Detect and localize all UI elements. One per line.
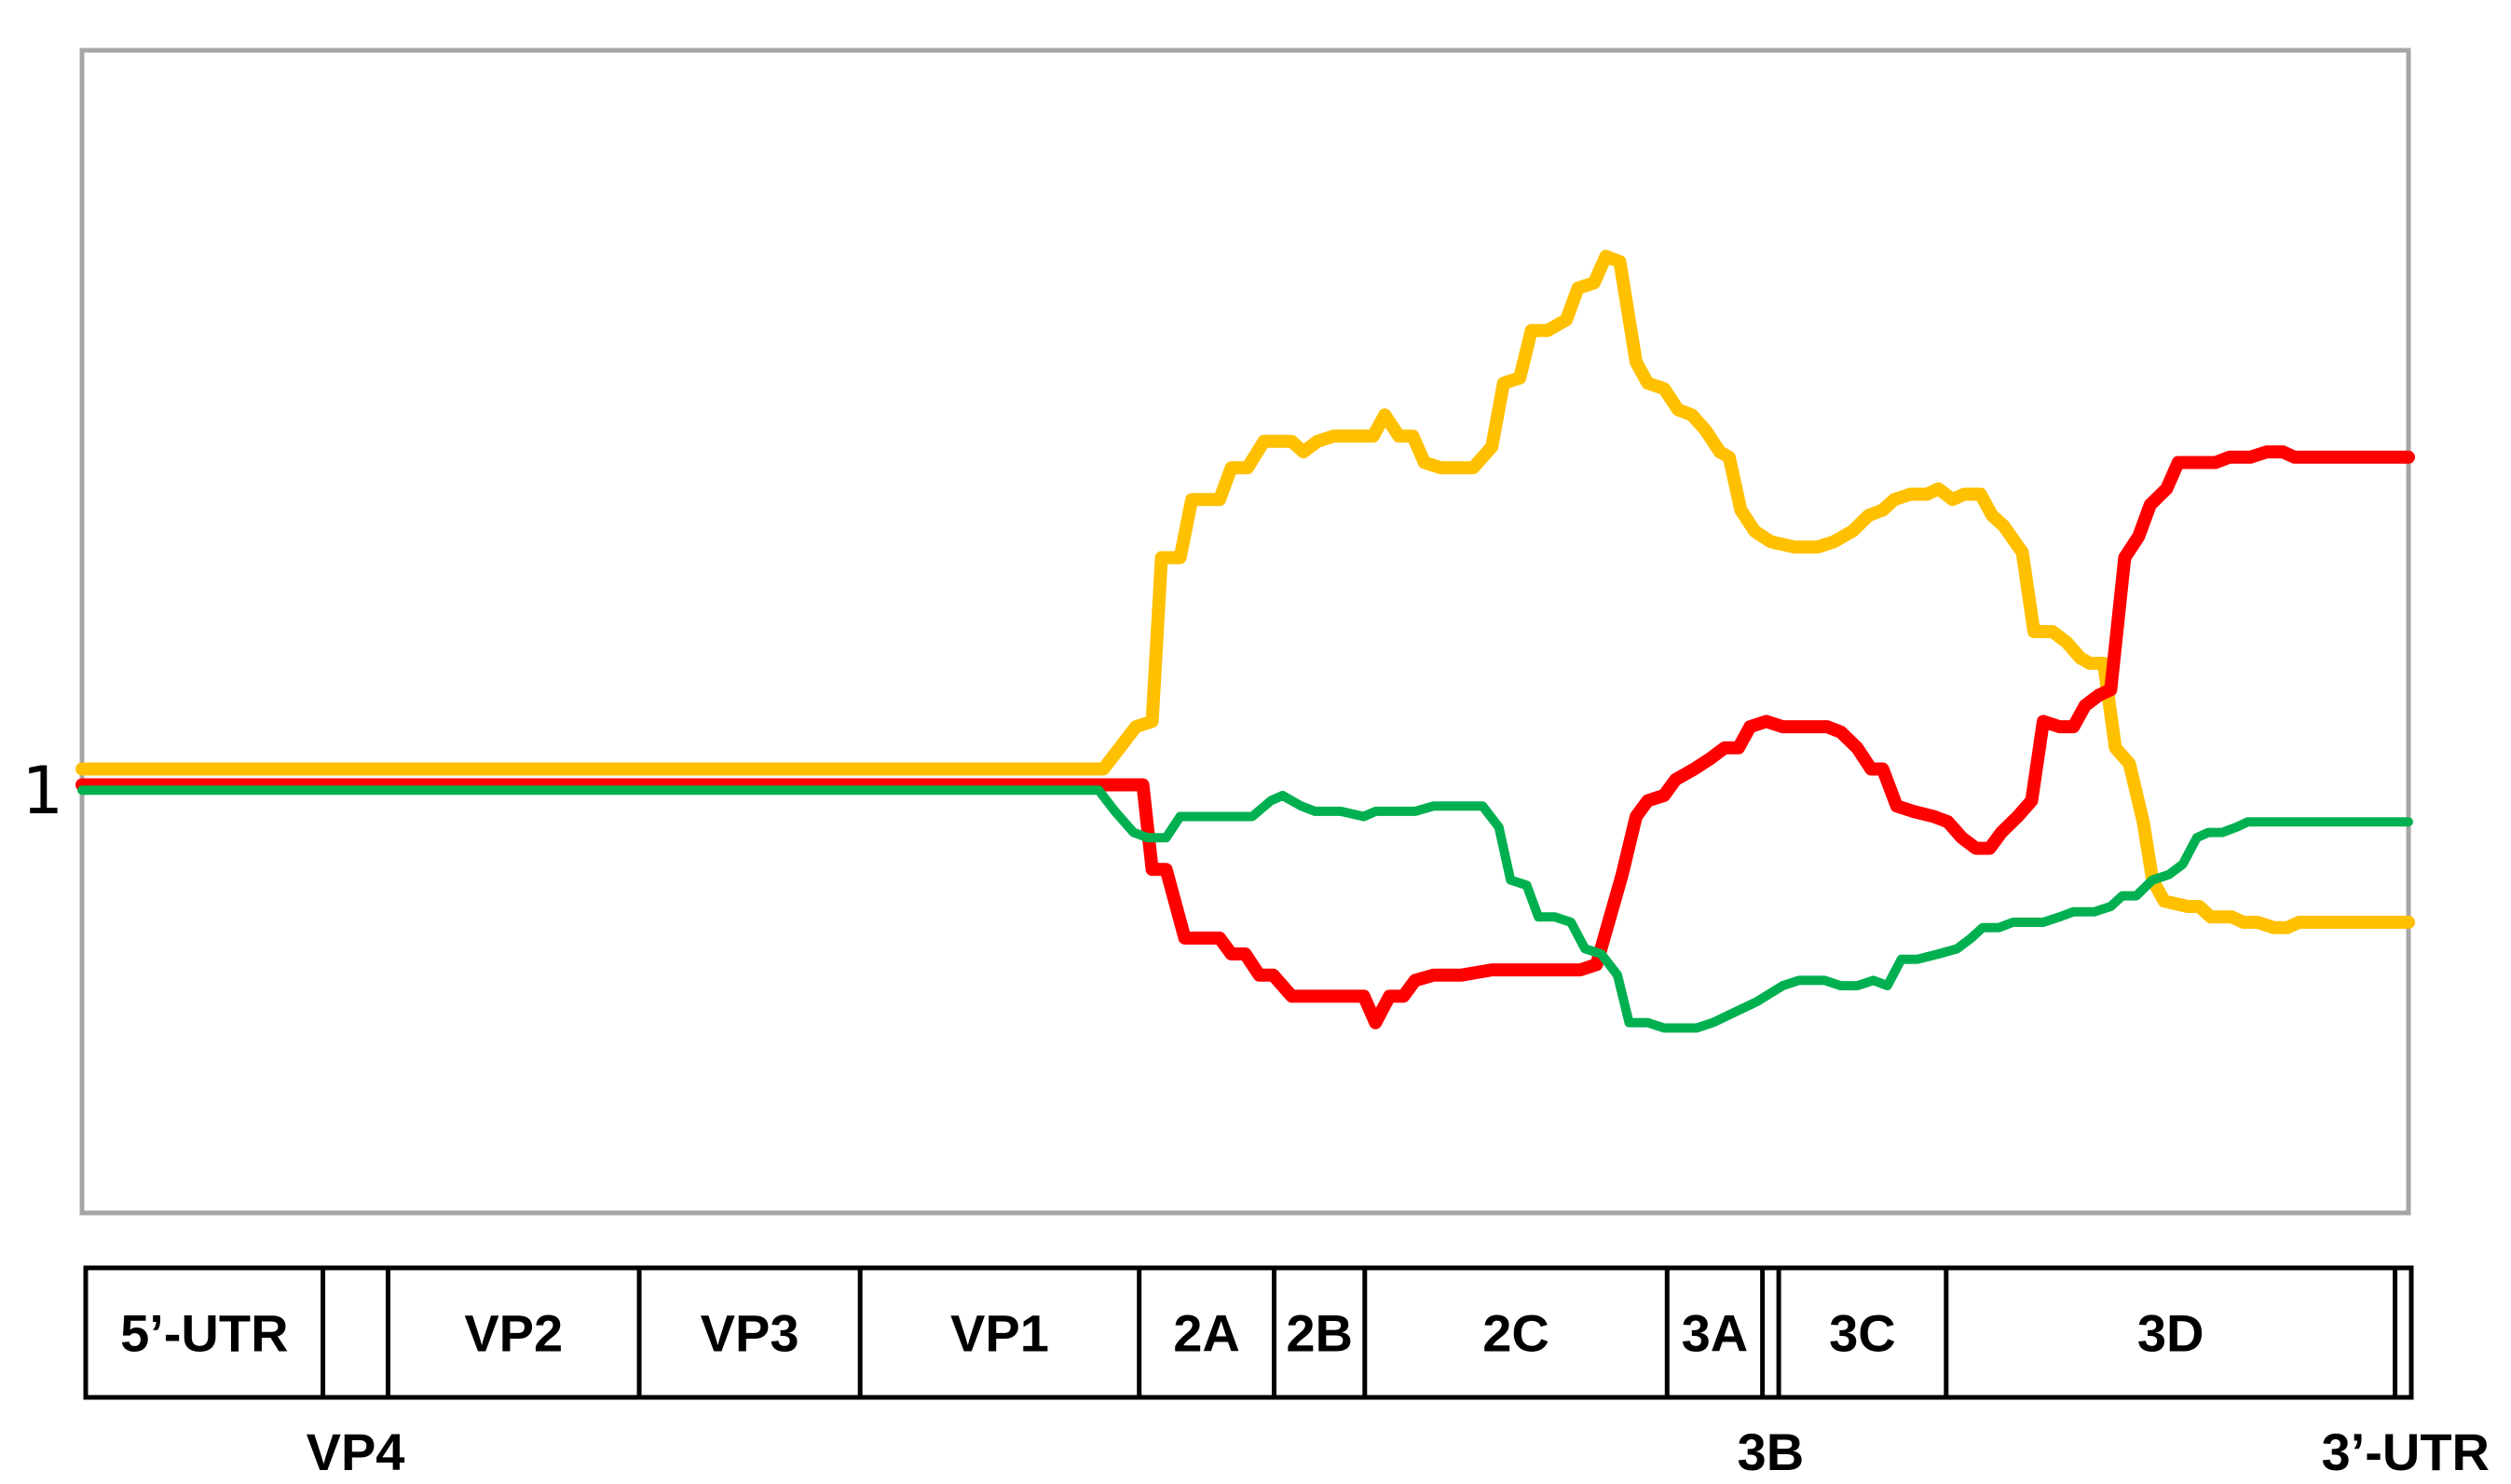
- segment-label-2c: 2C: [1482, 1304, 1549, 1363]
- below-label-vp4: VP4: [307, 1423, 405, 1481]
- series-line-3: [77, 785, 2413, 1033]
- segment-label-3d: 3D: [2137, 1304, 2204, 1363]
- below-label-3utr: 3’-UTR: [2322, 1423, 2490, 1481]
- segment-label-vp1: VP1: [950, 1304, 1049, 1363]
- genome-map: 5’-UTR VP2 VP3 VP1 2A 2B 2C 3A 3C 3D VP4 3B 3’-UTR: [83, 1265, 2490, 1481]
- y-tick-label: 1: [21, 753, 63, 829]
- series-line-1: [75, 250, 2415, 934]
- segment-label-3c: 3C: [1829, 1304, 1896, 1363]
- segment-label-vp3: VP3: [701, 1304, 799, 1363]
- genome-map-frame: [83, 1265, 2414, 1400]
- segment-label-2b: 2B: [1286, 1304, 1353, 1363]
- segment-label-3a: 3A: [1682, 1304, 1749, 1363]
- segment-label-vp2: VP2: [464, 1304, 563, 1363]
- segment-label-5utr: 5’-UTR: [120, 1304, 288, 1363]
- series-layer: [75, 250, 2415, 1033]
- segment-label-2a: 2A: [1173, 1304, 1240, 1363]
- series-line-2: [75, 445, 2415, 1029]
- below-label-3b: 3B: [1738, 1423, 1805, 1481]
- plot-frame: [79, 48, 2411, 1216]
